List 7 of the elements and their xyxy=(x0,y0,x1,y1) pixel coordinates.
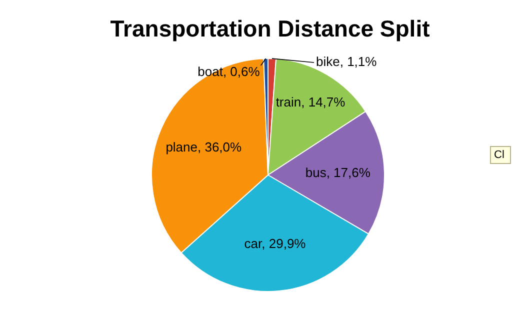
slice-label: car, 29,9% xyxy=(244,236,306,252)
slice-label: plane, 36,0% xyxy=(166,139,242,154)
chart-title: Transportation Distance Split xyxy=(110,15,430,42)
slice-label: bike, 1,1% xyxy=(316,54,378,70)
slice-label: bus, 17,6% xyxy=(305,164,371,180)
text: Cl xyxy=(490,146,512,164)
slice-label: train, 14,7% xyxy=(276,94,346,110)
